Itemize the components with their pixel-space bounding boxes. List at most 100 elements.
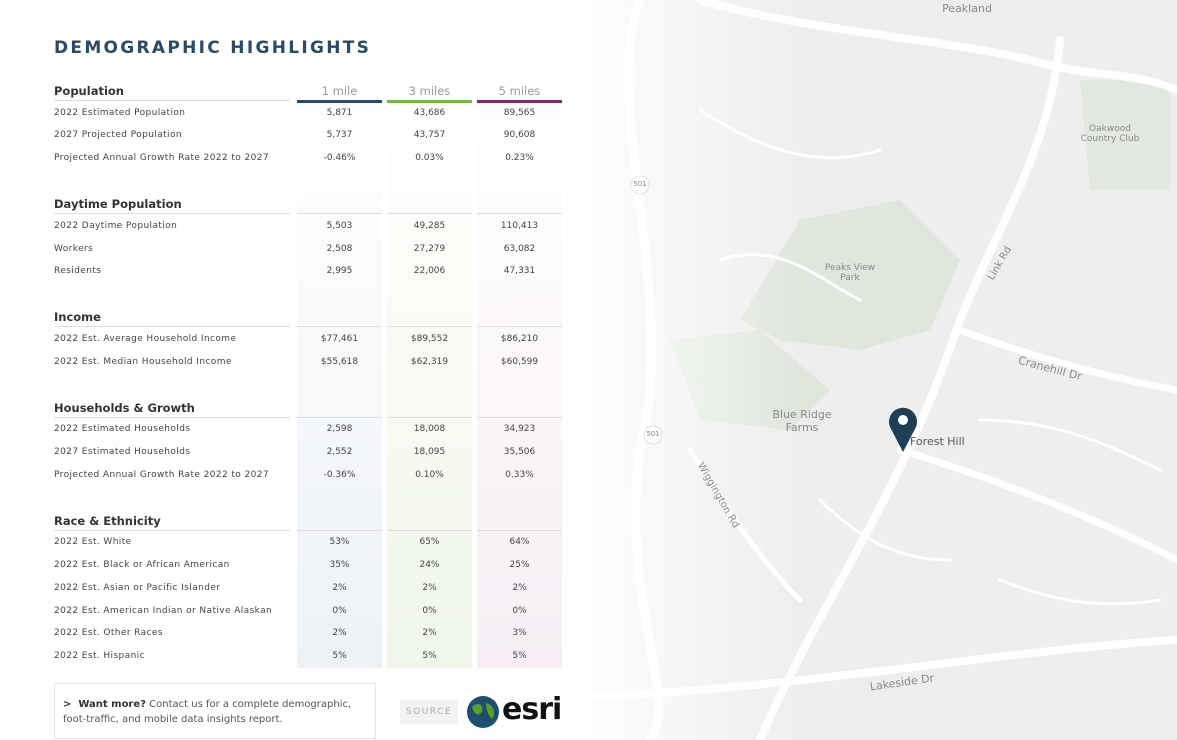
- column-header: 1 mile: [321, 84, 358, 98]
- row-label: 2027 Projected Population: [54, 130, 182, 141]
- separator: [54, 416, 290, 418]
- row-label: 2022 Estimated Population: [54, 107, 186, 118]
- row-label: 2027 Estimated Households: [54, 447, 191, 457]
- column-bg: [387, 84, 472, 668]
- cta-box: > Want more? Contact us for a complete d…: [54, 683, 376, 739]
- cell: 2%: [422, 628, 437, 639]
- section-heading: Households & Growth: [54, 400, 195, 415]
- cell: 0.10%: [415, 469, 444, 480]
- map-label: Forest Hill: [910, 435, 965, 448]
- cell: 5,871: [326, 107, 353, 118]
- cell: $77,461: [320, 333, 359, 344]
- section-heading: Population: [54, 84, 124, 98]
- cell: 22,006: [413, 266, 446, 277]
- cell: 110,413: [500, 220, 539, 231]
- logo: esri: [502, 692, 562, 727]
- separator: [387, 416, 472, 418]
- cell: 64%: [509, 537, 530, 548]
- cell: 2,598: [326, 424, 353, 435]
- row-label: 2022 Est. Black or African American: [54, 560, 230, 571]
- cell: 5,503: [326, 220, 353, 231]
- cell: 90,608: [503, 130, 536, 141]
- separator: [297, 529, 382, 531]
- cell: 2,552: [326, 447, 353, 457]
- cell: 27,279: [413, 243, 446, 254]
- cell: 0.33%: [505, 469, 534, 480]
- cta-text: > Want more? Contact us for a complete d…: [63, 699, 352, 725]
- map-label: Peaks View Park: [824, 263, 876, 283]
- separator: [477, 416, 562, 418]
- column-underline: [297, 100, 382, 103]
- cell: 2%: [332, 628, 347, 639]
- column-header: 3 miles: [408, 84, 451, 98]
- cell: 5,737: [326, 130, 353, 141]
- column-underline: [387, 100, 472, 103]
- cell: 43,686: [413, 107, 446, 118]
- row-label: 2022 Est. White: [54, 537, 132, 548]
- column-underline: [477, 100, 562, 103]
- cell: 5%: [332, 650, 347, 661]
- row-label: 2022 Est. Hispanic: [54, 650, 145, 661]
- row-label: Projected Annual Growth Rate 2022 to 202…: [54, 469, 269, 480]
- cell: 25%: [509, 560, 530, 571]
- cell: $89,552: [410, 333, 449, 344]
- column-bg: [477, 84, 562, 668]
- cell: 2,508: [326, 243, 353, 254]
- cell: 24%: [419, 560, 440, 571]
- row-label: 2022 Est. Other Races: [54, 628, 163, 639]
- map-label: 501: [633, 180, 647, 188]
- row-label: 2022 Est. American Indian or Native Alas…: [54, 605, 273, 616]
- separator: [387, 326, 472, 328]
- separator: [477, 326, 562, 328]
- cell: 65%: [419, 537, 440, 548]
- cell: 2%: [332, 582, 347, 593]
- row-label: 2022 Est. Median Household Income: [54, 356, 232, 367]
- cell: $62,319: [410, 356, 449, 367]
- map-label: 501: [646, 430, 660, 438]
- column-header: 5 miles: [498, 84, 541, 98]
- cell: 49,285: [413, 220, 446, 231]
- cell: 5%: [512, 650, 527, 661]
- cta-body: Contact us for a complete demographic, f…: [63, 699, 352, 725]
- cell: 35%: [329, 560, 350, 571]
- cell: 89,565: [503, 107, 536, 118]
- cell: 5%: [422, 650, 437, 661]
- cell: 18,095: [413, 447, 446, 457]
- cell: 0.03%: [415, 153, 444, 164]
- cell: 0%: [332, 605, 347, 616]
- cell: 35,506: [503, 447, 536, 457]
- separator: [297, 326, 382, 328]
- cell: 2%: [512, 582, 527, 593]
- section-heading: Race & Ethnicity: [54, 513, 161, 528]
- map-label: Oakwood Country Club: [1080, 124, 1140, 144]
- cell: 3%: [512, 628, 527, 639]
- separator: [297, 416, 382, 418]
- cell: 43,757: [413, 130, 446, 141]
- row-label: Projected Annual Growth Rate 2022 to 202…: [54, 153, 269, 164]
- separator: [477, 529, 562, 531]
- cell: -0.36%: [323, 469, 356, 480]
- separator: [387, 529, 472, 531]
- row-label: 2022 Est. Average Household Income: [54, 333, 237, 344]
- cell: 2,995: [326, 266, 353, 277]
- cell: $86,210: [500, 333, 539, 344]
- map-label: Peakland: [942, 2, 992, 15]
- separator: [387, 213, 472, 215]
- row-label: 2022 Est. Asian or Pacific Islander: [54, 582, 221, 593]
- row-label: 2022 Estimated Households: [54, 424, 191, 435]
- cell: 0%: [512, 605, 527, 616]
- cell: 34,923: [503, 424, 536, 435]
- separator: [297, 213, 382, 215]
- separator: [54, 529, 290, 531]
- separator: [54, 100, 290, 101]
- separator: [54, 326, 290, 328]
- cta: Want more?: [78, 699, 146, 710]
- row-label: 2022 Daytime Population: [54, 220, 178, 231]
- cell: 0.23%: [505, 153, 534, 164]
- cell: 53%: [329, 537, 350, 548]
- cell: 2%: [422, 582, 437, 593]
- esri-globe: [467, 696, 499, 728]
- cell: 18,008: [413, 424, 446, 435]
- cell: $60,599: [500, 356, 539, 367]
